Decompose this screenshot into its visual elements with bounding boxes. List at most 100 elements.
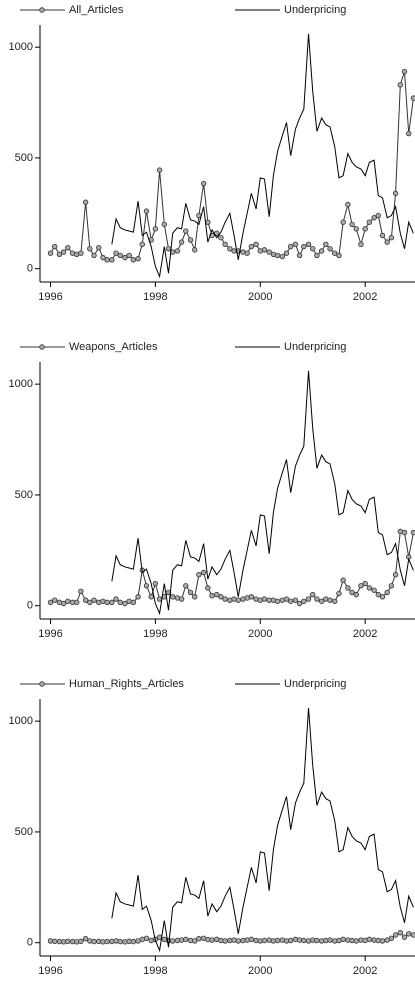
marker [261,247,268,253]
marker [261,937,268,944]
marker [169,594,176,600]
y-tick-label: 1000 [9,378,33,390]
marker [362,226,368,232]
marker [139,241,145,248]
marker [296,600,303,607]
marker [130,599,137,606]
marker [200,180,207,187]
legend-label: Underpricing [284,341,346,353]
marker [143,935,150,941]
marker [104,257,110,263]
marker [358,583,364,589]
marker [392,571,399,578]
marker [78,588,84,595]
marker [375,212,381,219]
marker [266,249,272,255]
marker [205,585,211,591]
marker [104,599,110,606]
marker [222,241,228,248]
marker [301,937,307,944]
marker [165,246,172,252]
marker [345,585,351,591]
marker [113,250,119,256]
marker [178,239,185,245]
marker [87,246,93,252]
legend-label: Underpricing [284,4,346,16]
marker [65,598,71,604]
marker [283,596,290,602]
marker [287,937,294,944]
series-line [111,370,414,616]
marker [388,234,395,241]
x-tick-label: 2000 [248,965,272,977]
marker [274,937,281,944]
marker [353,938,359,944]
marker [401,934,408,940]
marker [274,598,281,604]
marker [135,256,141,262]
marker [314,937,320,944]
marker [117,599,123,606]
marker [65,938,71,945]
x-tick-label: 2002 [353,628,377,640]
marker [192,938,198,944]
legend-label: All_Articles [69,4,124,16]
marker [51,597,58,603]
marker [78,938,84,945]
marker [388,935,395,941]
marker [384,589,390,596]
marker [47,250,54,256]
marker [235,597,241,603]
y-tick-label: 1000 [9,715,33,727]
marker [74,599,80,606]
marker [218,594,224,600]
y-tick-label: 0 [27,600,33,612]
marker [384,239,390,245]
x-tick-label: 2000 [248,291,272,303]
marker [78,250,84,256]
x-tick-label: 2000 [248,628,272,640]
marker [87,599,93,606]
marker [47,599,54,606]
marker [91,597,97,603]
marker [205,219,211,225]
legend-label: Weapons_Articles [69,341,158,353]
marker [122,600,128,607]
marker [60,249,67,255]
marker [130,938,137,945]
marker [336,252,342,259]
marker [349,221,355,228]
marker [196,936,202,942]
marker [65,244,71,251]
marker [274,252,281,259]
marker [305,241,312,248]
marker [301,598,307,604]
marker [310,246,316,252]
marker [82,597,89,603]
marker [314,252,320,259]
y-tick-label: 0 [27,937,33,949]
marker [287,598,294,604]
marker [401,529,408,536]
marker [214,591,220,598]
marker [345,201,351,208]
marker [183,228,189,234]
marker [283,250,290,256]
legend-label: Human_Rights_Articles [69,678,184,690]
marker [51,243,58,250]
marker [375,591,381,598]
x-tick-label: 1996 [38,291,62,303]
marker [318,248,325,254]
marker [200,569,207,576]
marker [366,219,373,225]
marker [392,932,399,938]
marker [353,226,359,232]
marker [362,580,368,587]
marker [91,252,97,259]
marker [292,597,299,603]
marker [340,219,346,225]
y-tick-label: 500 [15,152,33,164]
marker [410,95,415,101]
marker [401,68,408,75]
